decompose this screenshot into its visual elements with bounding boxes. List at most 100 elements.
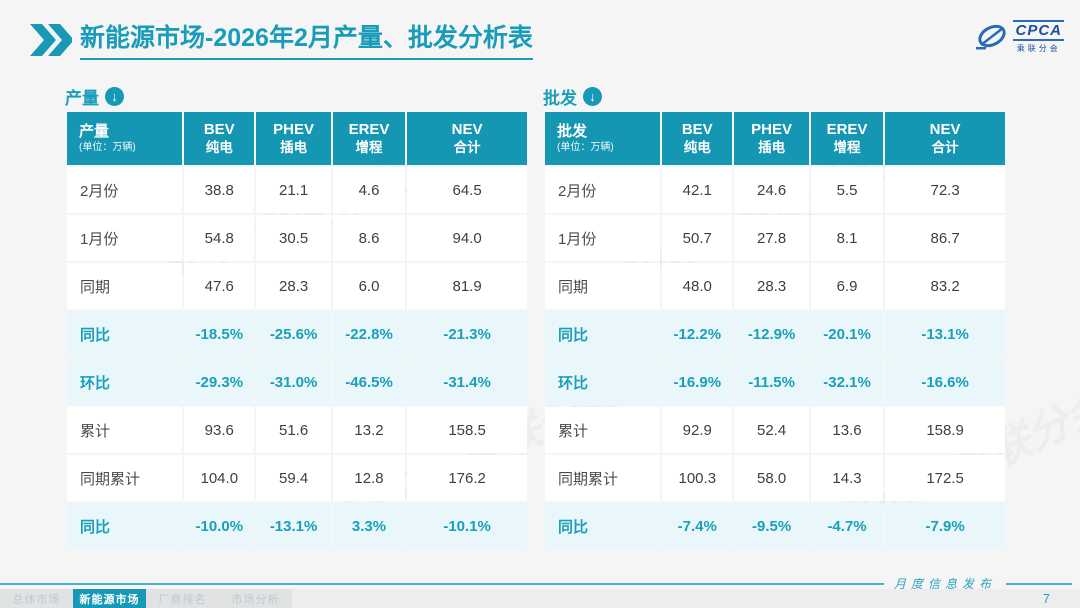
column-header-zh: 增程 — [355, 140, 383, 156]
data-cell: -11.5% — [734, 359, 809, 405]
column-header-zh: 合计 — [931, 140, 959, 156]
data-cell: 81.9 — [407, 263, 527, 309]
data-cell: -13.1% — [885, 311, 1005, 357]
column-header-en: BEV — [203, 120, 235, 138]
data-cell: 83.2 — [885, 263, 1005, 309]
data-cell: 4.6 — [332, 167, 406, 213]
table-row: 环比 -16.9% -11.5% -32.1% -16.6% — [545, 359, 1005, 405]
table-row: 2月份 42.1 24.6 5.5 72.3 — [545, 167, 1005, 213]
data-cell: 59.4 — [256, 455, 331, 501]
row-label: 同比 — [545, 311, 661, 357]
data-cell: -29.3% — [184, 359, 255, 405]
row-label: 1月份 — [67, 215, 183, 261]
data-cell: 28.3 — [256, 263, 331, 309]
row-label: 累计 — [67, 407, 183, 453]
column-header-en: EREV — [348, 120, 390, 138]
data-cell: 13.6 — [810, 407, 884, 453]
data-cell: -9.5% — [734, 503, 809, 549]
footer-tab-厂商排名[interactable]: 厂商排名 — [158, 593, 207, 606]
footer-rule-left — [0, 583, 884, 585]
data-cell: -10.0% — [184, 503, 255, 549]
table-row: 同期累计 104.0 59.4 12.8 176.2 — [67, 455, 527, 501]
data-cell: 47.6 — [184, 263, 255, 309]
row-label: 同比 — [545, 503, 661, 549]
data-cell: -31.0% — [256, 359, 331, 405]
table-header-row: 批发 (单位：万辆) BEV 纯电 PHEV 插电 EREV 增程 NEV 合计 — [545, 112, 1005, 165]
table-row: 同期 47.6 28.3 6.0 81.9 — [67, 263, 527, 309]
table-row: 环比 -29.3% -31.0% -46.5% -31.4% — [67, 359, 527, 405]
data-cell: -18.5% — [184, 311, 255, 357]
footer-tab-总体市场[interactable]: 总体市场 — [12, 593, 61, 606]
data-cell: 24.6 — [734, 167, 809, 213]
down-arrow-icon: ↓ — [583, 86, 602, 106]
data-cell: -4.7% — [810, 503, 884, 549]
table-corner-header: 产量 (单位：万辆) — [67, 112, 183, 165]
row-label: 累计 — [545, 407, 661, 453]
table-row: 同比 -18.5% -25.6% -22.8% -21.3% — [67, 311, 527, 357]
data-cell: 54.8 — [184, 215, 255, 261]
wholesale-table-block: 批发 ↓ 批发 (单位：万辆) BEV 纯电 PHEV 插电 EREV 增程 NEV 合计 2月份 4… — [543, 84, 1007, 551]
table-row: 2月份 38.8 21.1 4.6 64.5 — [67, 167, 527, 213]
column-header-bev: BEV 纯电 — [184, 112, 255, 165]
production-table-block: 产量 ↓ 产量 (单位：万辆) BEV 纯电 PHEV 插电 EREV 增程 NEV 合计 2月份 3… — [65, 84, 529, 551]
column-header-phev: PHEV 插电 — [734, 112, 809, 165]
data-cell: 6.9 — [810, 263, 884, 309]
page-title-bold: 新能源市场 — [80, 24, 206, 52]
wholesale-section-label: 批发 — [543, 88, 577, 108]
data-cell: -7.4% — [662, 503, 733, 549]
data-cell: 100.3 — [662, 455, 733, 501]
data-cell: 3.3% — [332, 503, 406, 549]
data-cell: 51.6 — [256, 407, 331, 453]
data-cell: 28.3 — [734, 263, 809, 309]
row-label: 同比 — [67, 311, 183, 357]
wholesale-section-row: 批发 ↓ — [543, 84, 1007, 108]
data-cell: 5.5 — [810, 167, 884, 213]
data-cell: -16.6% — [885, 359, 1005, 405]
row-label: 同期 — [67, 263, 183, 309]
data-cell: 172.5 — [885, 455, 1005, 501]
row-label: 环比 — [545, 359, 661, 405]
data-cell: -20.1% — [810, 311, 884, 357]
footer-tab-市场分析[interactable]: 市场分析 — [231, 593, 280, 606]
table-row: 同比 -7.4% -9.5% -4.7% -7.9% — [545, 503, 1005, 549]
footer-tab-新能源市场[interactable]: 新能源市场 — [73, 589, 146, 608]
table-row: 累计 93.6 51.6 13.2 158.5 — [67, 407, 527, 453]
data-cell: -13.1% — [256, 503, 331, 549]
table-row: 同比 -12.2% -12.9% -20.1% -13.1% — [545, 311, 1005, 357]
footer-rule: 月度信息发布 — [0, 578, 1080, 590]
column-header-en: BEV — [681, 120, 713, 138]
column-header-zh: 纯电 — [683, 140, 711, 156]
row-label: 1月份 — [545, 215, 661, 261]
table-row: 同比 -10.0% -13.1% 3.3% -10.1% — [67, 503, 527, 549]
footer-tab-strip: 总体市场 新能源市场 厂商排名 市场分析 — [0, 589, 292, 608]
row-label: 同期累计 — [67, 455, 183, 501]
corner-unit: (单位：万辆) — [79, 141, 136, 153]
column-header-phev: PHEV 插电 — [256, 112, 331, 165]
table-row: 1月份 50.7 27.8 8.1 86.7 — [545, 215, 1005, 261]
column-header-bev: BEV 纯电 — [662, 112, 733, 165]
column-header-en: NEV — [929, 120, 961, 138]
table-row: 同期 48.0 28.3 6.9 83.2 — [545, 263, 1005, 309]
table-corner-header: 批发 (单位：万辆) — [545, 112, 661, 165]
data-cell: 8.6 — [332, 215, 406, 261]
data-cell: 48.0 — [662, 263, 733, 309]
column-header-nev: NEV 合计 — [885, 112, 1005, 165]
data-cell: -46.5% — [332, 359, 406, 405]
data-cell: 176.2 — [407, 455, 527, 501]
data-cell: 21.1 — [256, 167, 331, 213]
corner-title: 批发 — [557, 122, 588, 140]
release-label: 月度信息发布 — [893, 577, 996, 591]
double-chevron-icon — [30, 24, 72, 56]
cpca-logo-acronym: CPCA — [1013, 20, 1064, 41]
data-cell: -10.1% — [407, 503, 527, 549]
column-header-en: PHEV — [273, 120, 315, 138]
table-row: 1月份 54.8 30.5 8.6 94.0 — [67, 215, 527, 261]
data-cell: 30.5 — [256, 215, 331, 261]
data-cell: 86.7 — [885, 215, 1005, 261]
column-header-erev: EREV 增程 — [332, 112, 406, 165]
data-cell: -22.8% — [332, 311, 406, 357]
data-cell: 93.6 — [184, 407, 255, 453]
row-label: 2月份 — [545, 167, 661, 213]
page-number: 7 — [1042, 591, 1050, 606]
data-cell: 8.1 — [810, 215, 884, 261]
